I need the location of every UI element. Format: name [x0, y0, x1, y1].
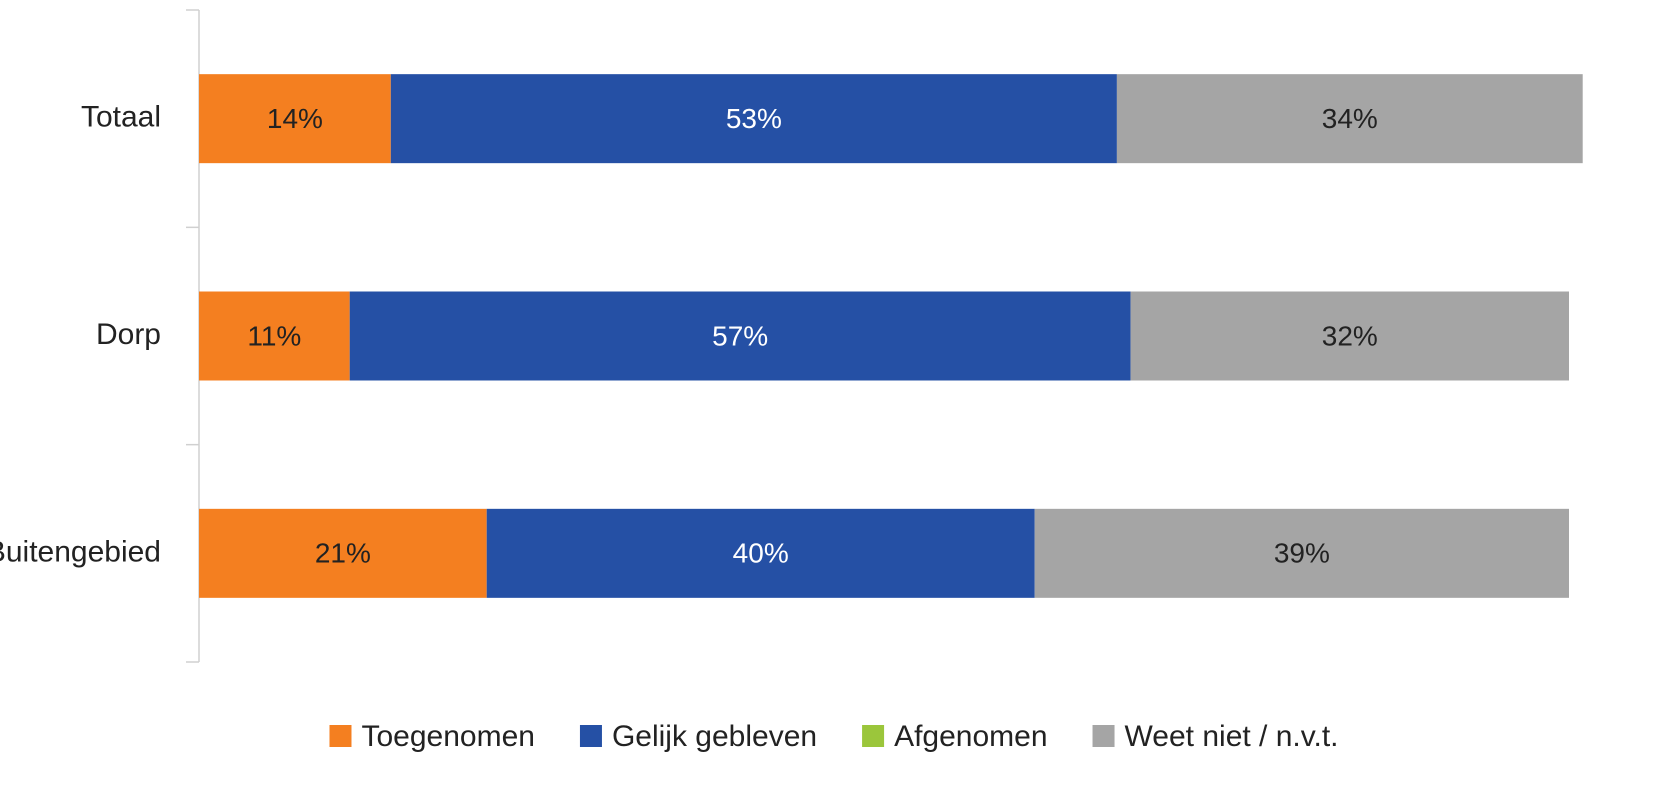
- category-label: Buitengebied: [0, 535, 161, 568]
- legend-item: Weet niet / n.v.t.: [1092, 720, 1339, 753]
- legend-label: Gelijk gebleven: [612, 720, 817, 753]
- legend-label: Afgenomen: [894, 720, 1047, 753]
- legend-item: Gelijk gebleven: [579, 720, 817, 753]
- legend-label: Toegenomen: [361, 720, 534, 753]
- bar-segment: [199, 508, 487, 598]
- legend-item: Afgenomen: [862, 720, 1048, 753]
- legend-swatch: [329, 725, 352, 747]
- bar-segment: [199, 291, 350, 381]
- value-label: 11%: [247, 320, 301, 351]
- legend-swatch: [862, 725, 885, 747]
- category-label: Totaal: [81, 101, 161, 134]
- bar-segment: [486, 508, 1035, 598]
- value-label: 34%: [1322, 103, 1378, 134]
- bar-segment: [1116, 74, 1583, 164]
- legend-item: Toegenomen: [329, 720, 535, 753]
- bar-segment: [1034, 508, 1569, 598]
- value-label: 14%: [267, 103, 323, 134]
- category-label: Dorp: [96, 318, 161, 351]
- bar-segment: [390, 74, 1117, 164]
- bar-segment: [199, 74, 391, 164]
- value-label: 40%: [733, 538, 789, 569]
- value-label: 53%: [726, 103, 782, 134]
- bar-segment: [349, 291, 1131, 381]
- value-label: 32%: [1322, 320, 1378, 351]
- legend-label: Weet niet / n.v.t.: [1125, 720, 1339, 753]
- value-label: 21%: [315, 538, 371, 569]
- bar-segment: [1130, 291, 1569, 381]
- value-label: 39%: [1274, 538, 1330, 569]
- legend-swatch: [579, 725, 602, 747]
- value-label: 57%: [712, 320, 768, 351]
- legend-swatch: [1092, 725, 1115, 747]
